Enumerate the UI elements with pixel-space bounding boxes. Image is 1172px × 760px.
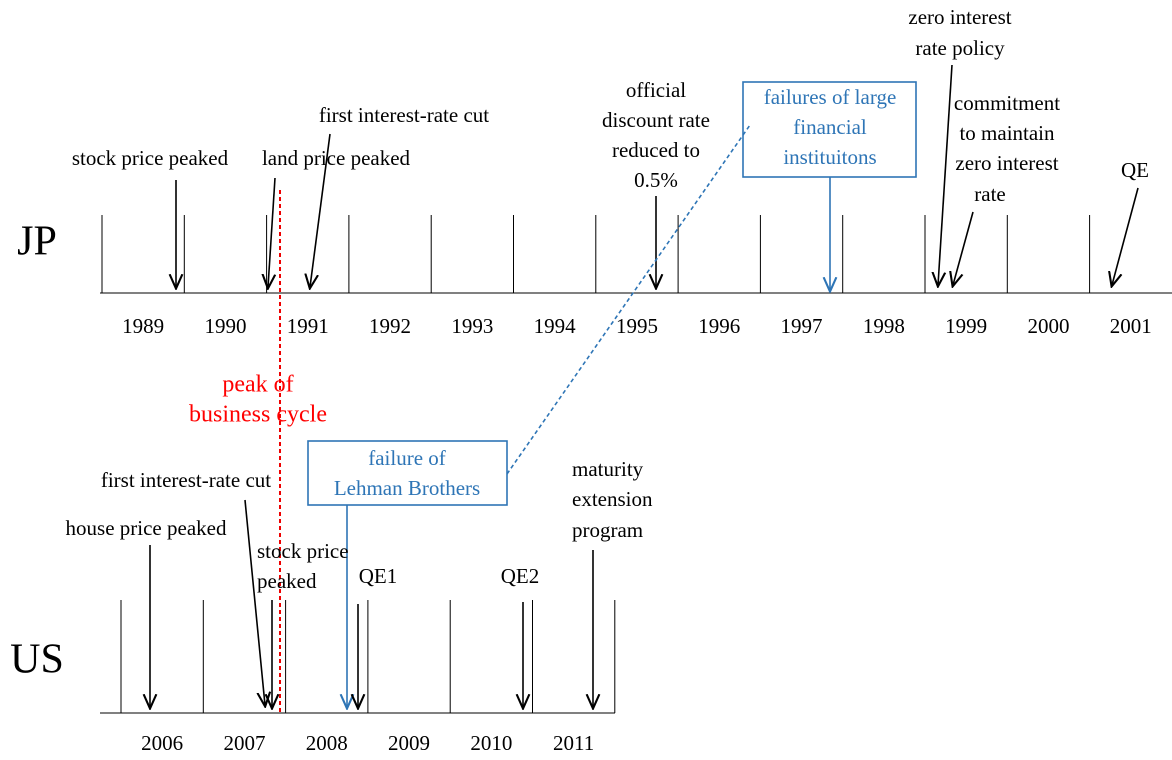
arrow (268, 177, 275, 287)
event-label: financial (793, 115, 867, 139)
event-label: program (572, 518, 643, 542)
year-label: 1999 (945, 314, 987, 338)
event-label: Lehman Brothers (334, 476, 480, 500)
cycle-label: business cycle (189, 402, 327, 428)
highlight-box (742, 81, 917, 178)
arrow (244, 499, 265, 705)
us-label: US (10, 637, 64, 683)
event-label: maturity (572, 457, 644, 481)
year-label: 1994 (534, 314, 577, 338)
event-label: QE1 (359, 564, 398, 588)
year-label: 1996 (698, 314, 740, 338)
event-label: first interest-rate cut (101, 468, 271, 492)
event-label: commitment (954, 91, 1060, 115)
arrow (953, 211, 974, 285)
year-label: 1990 (204, 314, 246, 338)
event-label: rate policy (915, 36, 1005, 60)
arrow (938, 64, 953, 285)
event-label: land price peaked (262, 146, 411, 170)
event-label: peaked (257, 569, 317, 593)
year-label: 1989 (122, 314, 164, 338)
year-label: 2009 (388, 731, 430, 755)
highlight-box (307, 440, 508, 506)
event-label: first interest-rate cut (319, 103, 489, 127)
year-label: 2008 (306, 731, 348, 755)
year-label: 1997 (781, 314, 823, 338)
event-label: extension (572, 487, 653, 511)
event-label: official (626, 78, 686, 102)
cycle-label: peak of (222, 372, 293, 398)
year-label: 2006 (141, 731, 183, 755)
year-label: 1993 (451, 314, 493, 338)
event-label: reduced to (612, 138, 700, 162)
year-label: 2007 (223, 731, 265, 755)
event-label: failures of large (764, 85, 897, 109)
year-label: 1995 (616, 314, 658, 338)
year-label: 1998 (863, 314, 905, 338)
year-label: 2010 (470, 731, 512, 755)
discount-rate: official discount rate reduced to 0.5% (602, 78, 710, 192)
axes: 1989 1990 1991 1992 1993 1994 1995 1996 1997 1998… (100, 215, 1172, 755)
event-label: discount rate (602, 108, 710, 132)
event-label: instituitons (783, 145, 876, 169)
year-label: 1992 (369, 314, 411, 338)
arrow (1112, 187, 1139, 285)
event-label: failure of (368, 446, 446, 470)
year-label: 2001 (1110, 314, 1152, 338)
event-label: stock price (257, 539, 349, 563)
arrow (310, 133, 331, 287)
event-label: house price peaked (66, 516, 227, 540)
event-label: zero interest (955, 151, 1058, 175)
event-label: rate (974, 182, 1005, 206)
event-label: zero interest (908, 5, 1011, 29)
event-label: QE2 (501, 564, 540, 588)
year-label: 1991 (287, 314, 329, 338)
event-label: stock price peaked (72, 146, 229, 170)
event-label: to maintain (959, 121, 1055, 145)
year-label: 2011 (553, 731, 594, 755)
event-label: 0.5% (634, 168, 678, 192)
event-label: QE (1121, 158, 1149, 182)
year-label: 2000 (1027, 314, 1069, 338)
jp-label: JP (17, 219, 57, 265)
link-line (506, 124, 751, 475)
